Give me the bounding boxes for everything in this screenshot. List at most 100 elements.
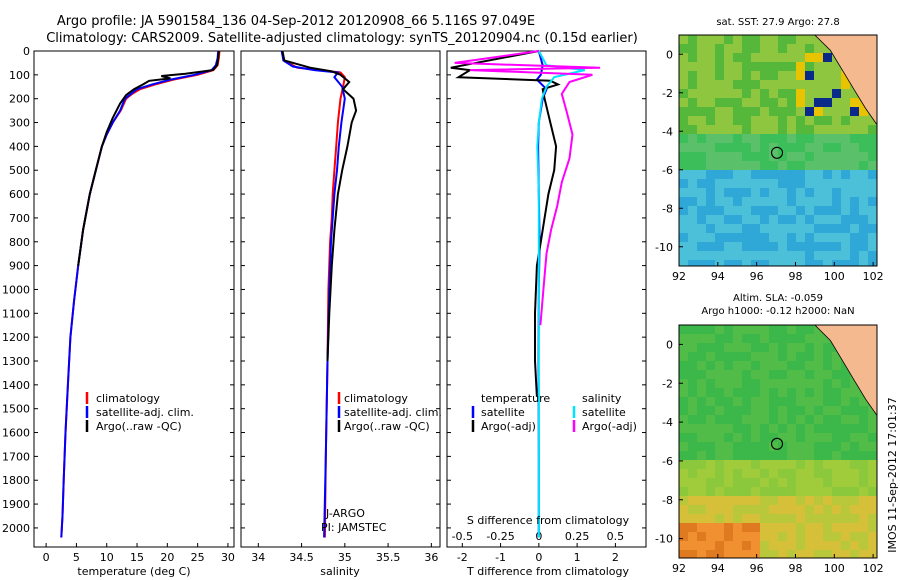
difference-frame (446, 50, 647, 548)
y-tick-label: -4 (662, 125, 673, 138)
heatmap-cell (697, 89, 707, 99)
heatmap-cell (814, 379, 824, 389)
heatmap-cell (742, 53, 752, 63)
heatmap-cell (805, 116, 815, 126)
heatmap-cell (796, 116, 806, 126)
heatmap-cell (787, 53, 797, 63)
heatmap-cell (742, 116, 752, 126)
heatmap-cell (769, 397, 779, 407)
heatmap-cell (805, 188, 815, 198)
heatmap-cell (742, 415, 752, 425)
heatmap-cell (715, 206, 725, 216)
heatmap-cell (706, 397, 716, 407)
heatmap-cell (823, 125, 833, 135)
heatmap-cell (778, 469, 788, 479)
heatmap-cell (859, 152, 869, 162)
heatmap-cell (832, 514, 842, 524)
heatmap-cell (724, 161, 734, 171)
heatmap-cell (751, 469, 761, 479)
heatmap-cell (796, 532, 806, 542)
heatmap-cell (733, 496, 743, 506)
series-line-climatology (280, 50, 346, 538)
heatmap-cell (715, 188, 725, 198)
heatmap-cell (769, 469, 779, 479)
heatmap-cell (814, 334, 824, 344)
heatmap-cell (832, 107, 842, 117)
heatmap-cell (778, 487, 788, 497)
heatmap-cell (787, 442, 797, 452)
heatmap-cell (850, 170, 860, 180)
heatmap-cell (787, 224, 797, 234)
heatmap-cell (769, 514, 779, 524)
heatmap-cell (805, 260, 815, 266)
heatmap-cell (724, 334, 734, 344)
heatmap-cell (832, 260, 842, 266)
heatmap-cell (841, 152, 851, 162)
heatmap-cell (679, 80, 689, 90)
heatmap-cell (760, 478, 770, 488)
heatmap-cell (697, 62, 707, 72)
heatmap-cell (742, 206, 752, 216)
argo-location-marker (770, 146, 784, 159)
heatmap-cell (688, 152, 698, 162)
heatmap-cell (733, 224, 743, 234)
heatmap-cell (823, 361, 833, 371)
heatmap-cell (715, 98, 725, 108)
heatmap-cell (751, 152, 761, 162)
heatmap-cell (796, 125, 806, 135)
heatmap-cell (805, 224, 815, 234)
heatmap-cell (679, 125, 689, 135)
heatmap-cell (814, 514, 824, 524)
heatmap-cell (751, 107, 761, 117)
heatmap-cell (778, 188, 788, 198)
heatmap-cell (697, 80, 707, 90)
sst-map: sat. SST: 27.9 Argo: 27.8 92 94 96 98 100 102… (655, 17, 884, 283)
heatmap-cell (760, 251, 770, 261)
legend-label-satellite: satellite-adj. clim. (344, 406, 442, 419)
heatmap-cell (778, 116, 788, 126)
heatmap-cell (688, 197, 698, 207)
heatmap-cell (805, 451, 815, 461)
heatmap-cell (751, 325, 761, 335)
heatmap-cell (787, 134, 797, 144)
heatmap-cell (832, 161, 842, 171)
heatmap-cell (787, 35, 797, 45)
heatmap-cell (859, 197, 869, 207)
heatmap-cell (868, 451, 877, 461)
temperature-panel: 0 5 10 15 20 25 300100200300400500600700800900… (2, 45, 235, 578)
heatmap-cell (778, 35, 788, 45)
heatmap-cell (805, 352, 815, 362)
heatmap-cell (760, 116, 770, 126)
heatmap-cell (841, 215, 851, 225)
heatmap-cell (814, 143, 824, 153)
heatmap-cell (697, 143, 707, 153)
heatmap-cell (724, 532, 734, 542)
x-tick-label: 30 (221, 551, 235, 564)
heatmap-cell (814, 433, 824, 443)
heatmap-cell (823, 460, 833, 470)
heatmap-cell (769, 179, 779, 189)
heatmap-cell (751, 343, 761, 353)
heatmap-cell (742, 98, 752, 108)
heatmap-cell (787, 469, 797, 479)
heatmap-cell (724, 206, 734, 216)
heatmap-cell (715, 469, 725, 479)
heatmap-cell (715, 451, 725, 461)
heatmap-cell (805, 487, 815, 497)
heatmap-cell (805, 251, 815, 261)
heatmap-cell (796, 134, 806, 144)
heatmap-cell (751, 379, 761, 389)
heatmap-cell (778, 379, 788, 389)
heatmap-cell (751, 233, 761, 243)
heatmap-cell (778, 107, 788, 117)
heatmap-cell (859, 433, 869, 443)
heatmap-cell (715, 35, 725, 45)
heatmap-cell (841, 469, 851, 479)
heatmap-cell (751, 487, 761, 497)
heatmap-cell (733, 532, 743, 542)
heatmap-cell (706, 116, 716, 126)
heatmap-cell (706, 233, 716, 243)
heatmap-cell (688, 215, 698, 225)
heatmap-cell (823, 44, 833, 54)
heatmap-cell (697, 352, 707, 362)
